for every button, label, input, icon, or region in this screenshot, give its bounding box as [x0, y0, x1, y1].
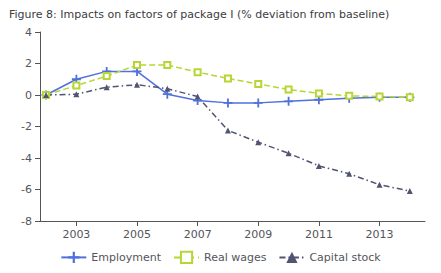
svg-text:0: 0 — [25, 89, 32, 102]
svg-text:Real wages: Real wages — [204, 251, 267, 264]
svg-text:-4: -4 — [21, 152, 32, 165]
svg-text:-6: -6 — [21, 183, 32, 196]
svg-text:2005: 2005 — [123, 228, 151, 241]
svg-text:2011: 2011 — [305, 228, 333, 241]
svg-text:Capital stock: Capital stock — [309, 251, 381, 264]
svg-text:2: 2 — [25, 57, 32, 70]
svg-text:4: 4 — [25, 26, 32, 39]
svg-text:2003: 2003 — [62, 228, 90, 241]
svg-text:2013: 2013 — [366, 228, 394, 241]
svg-text:-8: -8 — [21, 215, 32, 228]
svg-text:Figure 8: Impacts on factors o: Figure 8: Impacts on factors of package … — [9, 8, 389, 21]
svg-text:2007: 2007 — [184, 228, 212, 241]
svg-text:2009: 2009 — [244, 228, 272, 241]
svg-text:-2: -2 — [21, 120, 32, 133]
svg-text:Employment: Employment — [91, 251, 161, 264]
